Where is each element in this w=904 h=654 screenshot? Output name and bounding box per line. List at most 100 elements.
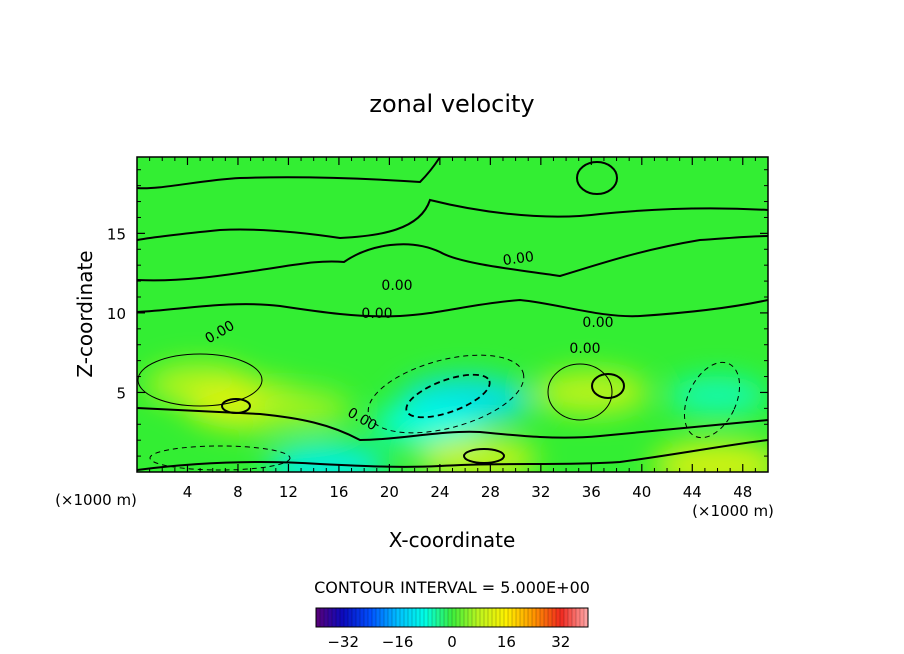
colorbar-segment	[520, 608, 525, 627]
colorbar-segment	[504, 608, 509, 627]
x-tick-label: 12	[279, 483, 298, 501]
colorbar-segment	[560, 608, 565, 627]
y-tick-label: 15	[107, 225, 126, 243]
velocity-feature	[251, 388, 351, 428]
colorbar-segment	[564, 608, 569, 627]
contour-zero-lower	[137, 298, 768, 318]
colorbar-segment	[464, 608, 469, 627]
colorbar-segment	[476, 608, 481, 627]
colorbar-segment	[580, 608, 585, 627]
colorbar-segment	[324, 608, 329, 627]
colorbar-segment	[344, 608, 349, 627]
y-tick-label: 10	[107, 305, 126, 323]
colorbar-segment	[548, 608, 553, 627]
velocity-feature	[417, 436, 538, 472]
colorbar-segment	[316, 608, 321, 627]
contour-label: 0.00	[582, 315, 613, 331]
colorbar-tick-label: −16	[382, 633, 414, 651]
contour-negative-outer	[367, 354, 525, 434]
colorbar-segment	[516, 608, 521, 627]
colorbar-tick-label: 32	[551, 633, 570, 651]
colorbar-segment	[532, 608, 537, 627]
colorbar-segment	[552, 608, 557, 627]
contour-negative-right	[683, 361, 741, 439]
colorbar-segment	[432, 608, 437, 627]
colorbar-segment	[340, 608, 345, 627]
colorbar-segment	[436, 608, 441, 627]
colorbar-segment	[572, 608, 577, 627]
colorbar-segment	[388, 608, 393, 627]
colorbar-segment	[420, 608, 425, 627]
colorbar-segment	[408, 608, 413, 627]
colorbar-segment	[576, 608, 581, 627]
x-axis-ticks: 4 8 12 16 20 24 28 32 36 40 44 48	[183, 157, 752, 501]
frame-minor-ticks	[137, 157, 768, 472]
colorbar-segment	[556, 608, 561, 627]
contour-positive-right	[547, 363, 613, 421]
x-axis-label: X-coordinate	[389, 528, 516, 552]
colorbar-segment	[444, 608, 449, 627]
colorbar-segment	[384, 608, 389, 627]
contour-positive-patch-top	[576, 161, 618, 195]
x-tick-label: 24	[430, 483, 449, 501]
colorbar-tick-label: −32	[327, 633, 359, 651]
colorbar-segment	[332, 608, 337, 627]
colorbar-segment	[524, 608, 529, 627]
colorbar-segment	[400, 608, 405, 627]
colorbar-segment	[368, 608, 373, 627]
x-unit-right: (×1000 m)	[692, 502, 774, 520]
colorbar-segment	[348, 608, 353, 627]
velocity-feature	[667, 376, 768, 416]
contour-zero-band	[137, 198, 768, 241]
colorbar-tick-label: 0	[447, 633, 457, 651]
contour-positive-rightsmall	[591, 373, 625, 399]
colorbar-segment	[512, 608, 517, 627]
y-axis-ticks: 5 10 15	[107, 225, 768, 402]
colorbar-segment	[536, 608, 541, 627]
colorbar-segment	[328, 608, 333, 627]
colorbar: −32 −16 0 16 32	[315, 607, 589, 651]
contour-label: 0.00	[361, 306, 392, 322]
y-axis-label: Z-coordinate	[73, 250, 97, 377]
contour-label: 0.00	[569, 341, 600, 357]
colorbar-segment	[488, 608, 493, 627]
colorbar-segment	[568, 608, 573, 627]
colorbar-segment	[412, 608, 417, 627]
colorbar-segment	[320, 608, 325, 627]
x-tick-label: 20	[380, 483, 399, 501]
x-tick-label: 44	[683, 483, 702, 501]
x-tick-label: 36	[582, 483, 601, 501]
x-unit-left: (×1000 m)	[55, 491, 137, 509]
contour-positive-left	[137, 353, 263, 407]
colorbar-segment	[440, 608, 445, 627]
colorbar-segment	[472, 608, 477, 627]
colorbar-segment	[484, 608, 489, 627]
colorbar-segment	[356, 608, 361, 627]
chart-title: zonal velocity	[369, 90, 534, 118]
colorbar-segment	[492, 608, 497, 627]
colorbar-segment	[396, 608, 401, 627]
colorbar-segment	[372, 608, 377, 627]
velocity-field	[145, 363, 768, 472]
colorbar-segment	[544, 608, 549, 627]
contour-lines	[137, 157, 768, 471]
colorbar-segment	[392, 608, 397, 627]
colorbar-segment	[416, 608, 421, 627]
x-tick-label: 40	[632, 483, 651, 501]
x-tick-label: 28	[481, 483, 500, 501]
colorbar-segment	[360, 608, 365, 627]
colorbar-segment	[404, 608, 409, 627]
x-tick-label: 48	[733, 483, 752, 501]
contour-label: 0.00	[381, 278, 412, 294]
contour-zero-deep	[137, 407, 768, 442]
contour-zero-mid	[137, 235, 768, 282]
colorbar-segment	[352, 608, 357, 627]
colorbar-segment	[468, 608, 473, 627]
colorbar-segment	[424, 608, 429, 627]
velocity-feature	[533, 370, 649, 415]
colorbar-segment	[448, 608, 453, 627]
plot-area: 0.000.000.000.00 0.000.000.00	[136, 156, 769, 473]
colorbar-segment	[376, 608, 381, 627]
x-tick-label: 4	[183, 483, 193, 501]
